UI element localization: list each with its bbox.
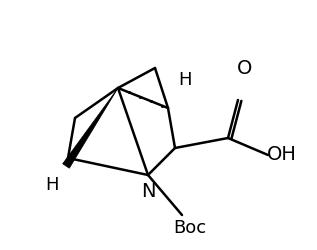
- Text: H: H: [178, 71, 192, 89]
- Text: N: N: [141, 182, 155, 201]
- Text: Boc: Boc: [173, 219, 207, 237]
- Text: O: O: [237, 58, 253, 78]
- Text: OH: OH: [267, 146, 297, 165]
- Polygon shape: [63, 88, 118, 168]
- Text: H: H: [45, 176, 59, 194]
